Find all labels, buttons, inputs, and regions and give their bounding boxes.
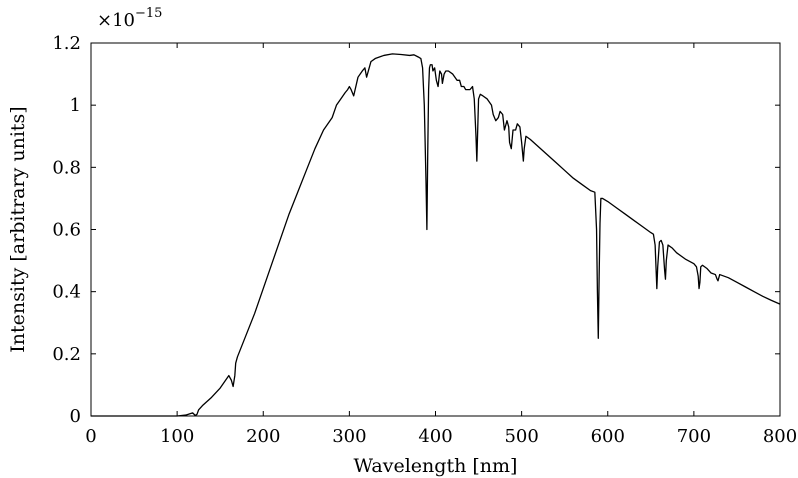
x-tick-label: 500 xyxy=(504,426,538,447)
plot-area-frame xyxy=(90,42,781,417)
x-tick-label: 400 xyxy=(418,426,452,447)
y-tick-label: 0.2 xyxy=(52,344,81,365)
x-tick-label: 800 xyxy=(763,426,797,447)
y-tick-label: 0 xyxy=(70,406,81,427)
x-axis-ticks xyxy=(90,43,781,416)
x-axis-tick-labels: 0 100 200 300 400 500 600 700 800 xyxy=(85,426,797,447)
x-tick-label: 300 xyxy=(332,426,366,447)
spectrum-line xyxy=(91,53,781,417)
y-axis-tick-labels: 0 0.2 0.4 0.6 0.8 1 1.2 xyxy=(52,33,81,427)
y-tick-label: 0.8 xyxy=(52,157,81,178)
y-axis-scale-exponent: ×10−15 xyxy=(97,6,162,31)
y-tick-label: 0.4 xyxy=(52,282,81,303)
y-axis-ticks xyxy=(91,42,780,417)
y-axis-label: Intensity [arbitrary units] xyxy=(7,106,29,352)
y-tick-label: 0.6 xyxy=(52,220,81,241)
x-tick-label: 600 xyxy=(591,426,625,447)
x-tick-label: 700 xyxy=(677,426,711,447)
x-tick-label: 100 xyxy=(160,426,194,447)
y-axis-scale-power: −15 xyxy=(135,6,162,21)
y-axis-scale-base: ×10 xyxy=(97,10,135,31)
x-axis-label: Wavelength [nm] xyxy=(354,455,518,477)
x-tick-label: 200 xyxy=(246,426,280,447)
y-tick-label: 1.2 xyxy=(52,33,81,54)
x-tick-label: 0 xyxy=(85,426,96,447)
y-tick-label: 1 xyxy=(70,95,81,116)
